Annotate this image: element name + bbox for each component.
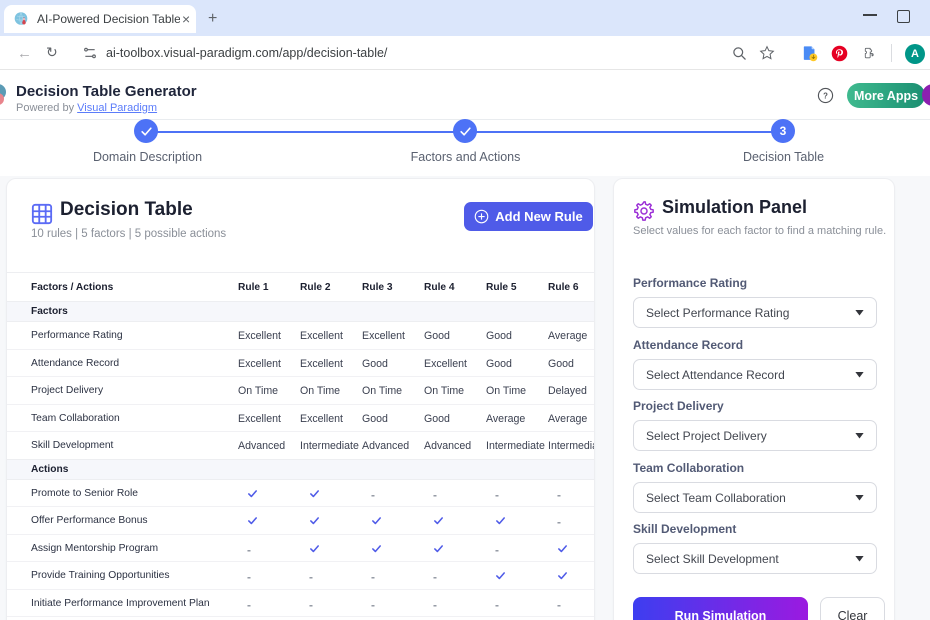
svg-text:?: ? (823, 92, 828, 101)
